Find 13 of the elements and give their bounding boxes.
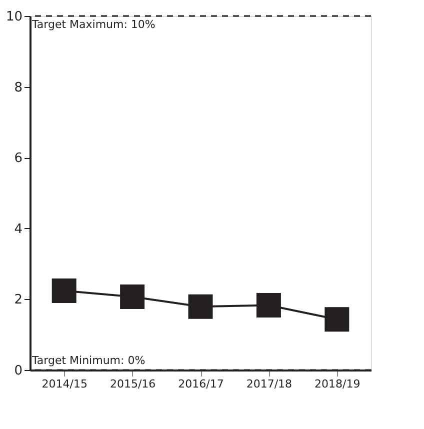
- x-tick-label: 2016/17: [178, 378, 224, 390]
- y-tick-label: 0: [14, 364, 22, 378]
- ref-line-label: Target Maximum: 10%: [31, 18, 156, 31]
- x-tick-label: 2015/16: [110, 378, 156, 390]
- y-tick-label: 4: [14, 222, 22, 237]
- x-tick-label: 2017/18: [246, 378, 292, 390]
- y-tick-label: 2: [14, 292, 22, 308]
- y-tick-label: 6: [14, 151, 22, 166]
- y-tick-label: 10: [6, 10, 22, 24]
- x-tick-label: 2018/19: [314, 378, 360, 390]
- y-tick-label: 8: [14, 80, 22, 96]
- x-tick-label: 2014/15: [42, 378, 88, 390]
- ref-line-label: Target Minimum: 0%: [31, 354, 146, 367]
